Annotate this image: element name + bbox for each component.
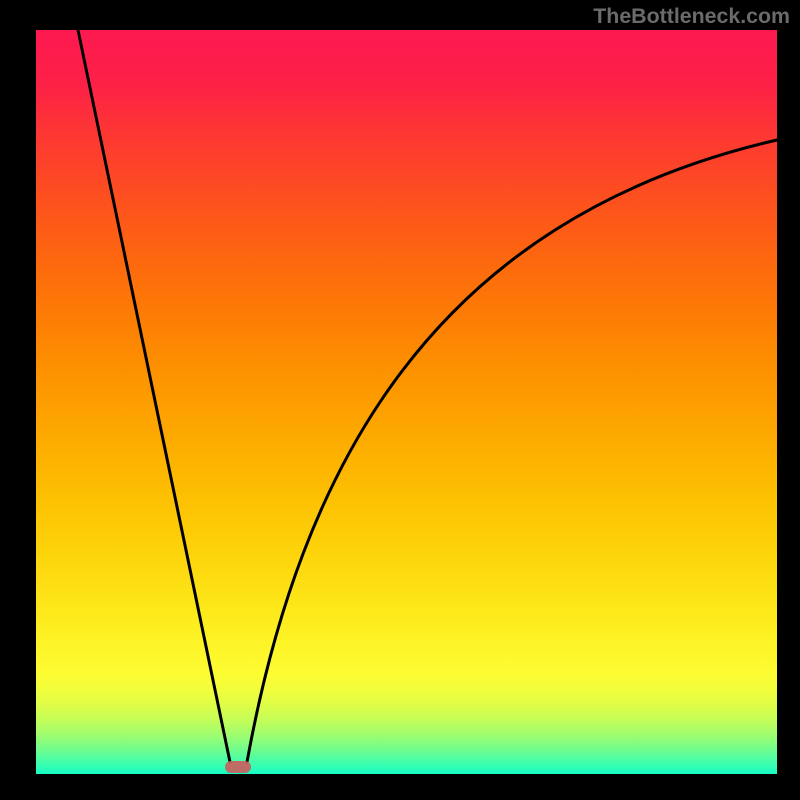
vertex-marker — [225, 761, 251, 773]
watermark-text: TheBottleneck.com — [593, 4, 790, 29]
curve-right-branch — [247, 140, 777, 762]
curve-left-branch — [78, 30, 230, 762]
plot-background — [36, 30, 777, 774]
chart-svg — [0, 0, 800, 800]
chart-stage: TheBottleneck.com — [0, 0, 800, 800]
